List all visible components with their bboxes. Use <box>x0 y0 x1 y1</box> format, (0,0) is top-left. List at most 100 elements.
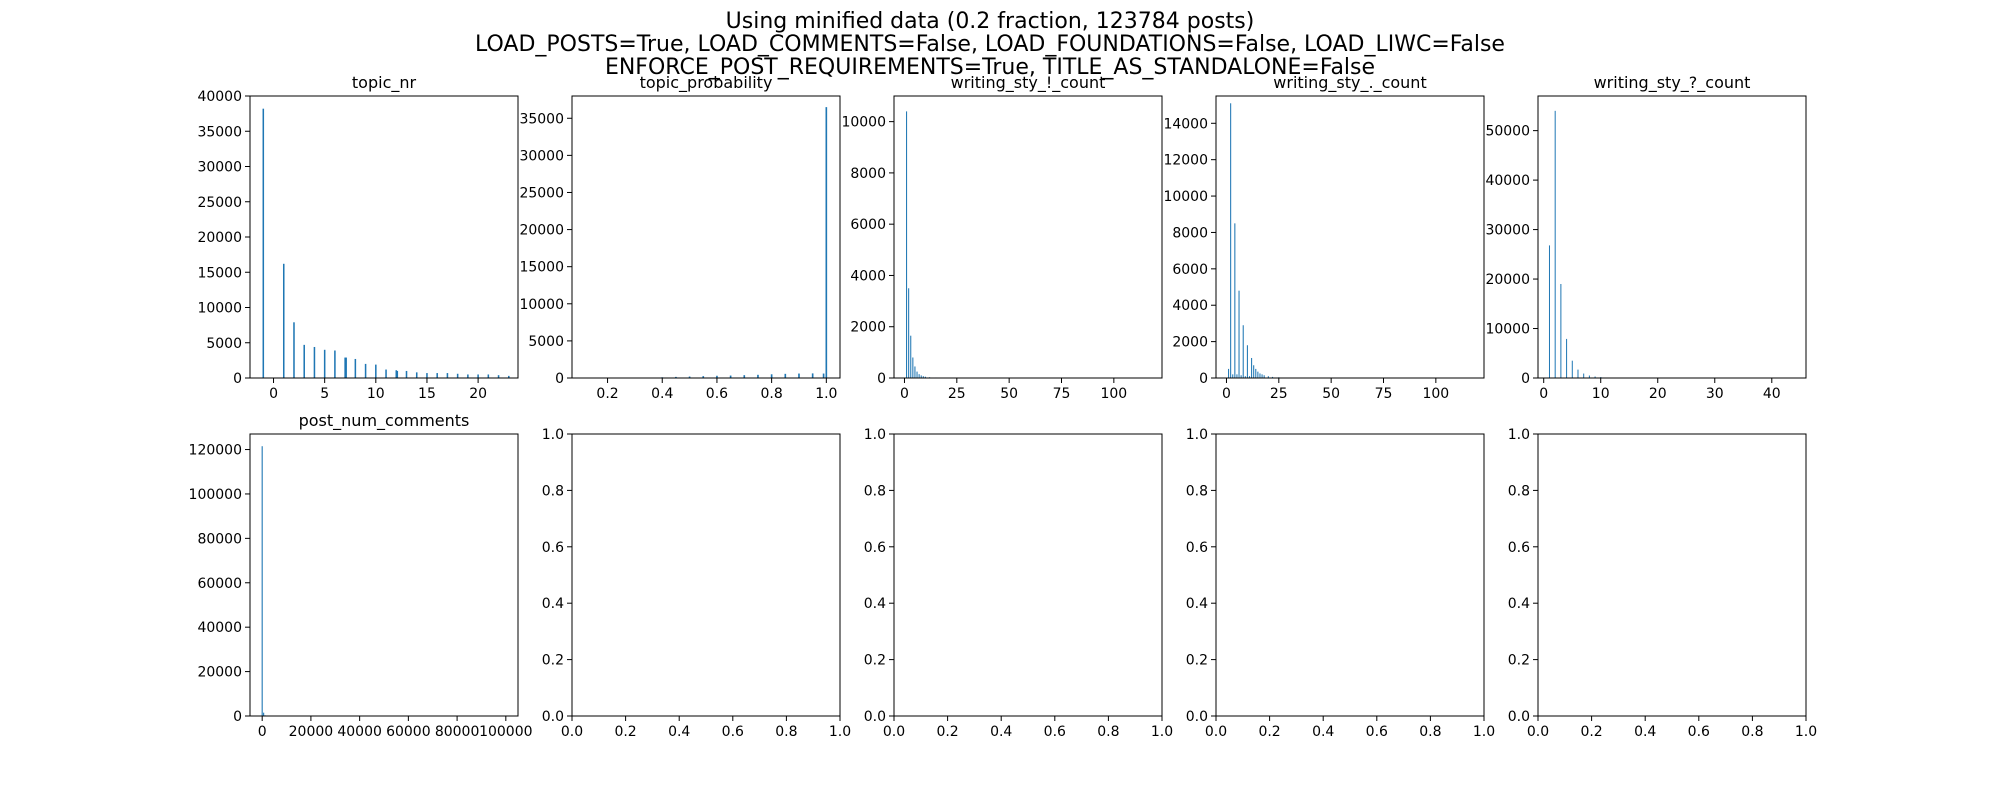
x-tick-label: 0 <box>1539 386 1548 402</box>
y-tick-label: 60000 <box>197 576 242 592</box>
figure-title-line: Using minified data (0.2 fraction, 12378… <box>725 9 1255 34</box>
histogram-bar <box>1594 376 1596 378</box>
histogram-bar <box>1588 375 1590 378</box>
histogram-bar <box>323 349 326 378</box>
histogram-bar <box>1257 371 1259 378</box>
histogram-bar <box>908 288 910 378</box>
y-tick-label: 8000 <box>1172 225 1208 241</box>
histogram-bar <box>1244 376 1246 378</box>
x-tick-label: 0.4 <box>1312 724 1334 740</box>
x-tick-label: 25 <box>948 386 966 402</box>
histogram-bar <box>1263 375 1265 378</box>
x-tick-label: 1.0 <box>815 386 837 402</box>
y-tick-label: 0.0 <box>864 709 886 725</box>
x-tick-label: 0.8 <box>775 724 797 740</box>
histogram-bar <box>920 375 922 378</box>
x-tick-label: 60000 <box>386 724 431 740</box>
histogram-bar <box>313 346 316 378</box>
y-tick-label: 1.0 <box>1186 427 1208 443</box>
y-tick-label: 0.0 <box>1186 709 1208 725</box>
y-tick-label: 14000 <box>1163 116 1208 132</box>
y-tick-label: 0.8 <box>542 483 564 499</box>
y-tick-label: 0 <box>1521 371 1530 387</box>
subplot: 0.2 0.4 0.6 0.8 1.0 0 5000 10000 15000 20000 25000… <box>519 73 841 402</box>
histogram-bar <box>395 370 398 378</box>
y-tick-label: 1.0 <box>542 427 564 443</box>
x-tick-label: 30 <box>1706 386 1724 402</box>
histogram-bar <box>1554 110 1556 378</box>
histogram-bar <box>1583 373 1585 378</box>
x-tick-label: 0.8 <box>1419 724 1441 740</box>
y-tick-label: 0 <box>555 371 564 387</box>
y-tick-label: 4000 <box>1172 298 1208 314</box>
x-tick-label: 20 <box>1649 386 1667 402</box>
histogram-bar <box>344 357 346 378</box>
subplot: 0 10 20 30 40 0 10000 20000 30000 40000 50000 writi… <box>1485 73 1807 402</box>
y-tick-label: 0.6 <box>864 540 886 556</box>
histogram-bar <box>405 370 408 378</box>
y-tick-label: 20000 <box>1485 272 1530 288</box>
subplot: 0.0 0.2 0.4 0.6 0.8 1.0 0.0 0.2 0.4 0.6 0.8 1.0 <box>542 427 851 740</box>
x-tick-label: 0.8 <box>1097 724 1119 740</box>
y-tick-label: 0.2 <box>1186 653 1208 669</box>
x-tick-label: 0.6 <box>1044 724 1066 740</box>
x-tick-label: 20 <box>469 386 487 402</box>
subplot: 0.0 0.2 0.4 0.6 0.8 1.0 0.0 0.2 0.4 0.6 0.8 1.0 <box>1186 427 1495 740</box>
y-tick-label: 40000 <box>1485 173 1530 189</box>
y-tick-label: 8000 <box>850 166 886 182</box>
figure-title-line: LOAD_POSTS=True, LOAD_COMMENTS=False, LO… <box>475 32 1505 57</box>
histogram-bar <box>1238 290 1240 378</box>
figure-title-line: ENFORCE_POST_REQUIREMENTS=True, TITLE_AS… <box>604 55 1376 80</box>
y-tick-label: 0.2 <box>1508 653 1530 669</box>
histogram-bar <box>508 375 510 378</box>
x-tick-label: 0.2 <box>936 724 958 740</box>
x-tick-label: 40 <box>1763 386 1781 402</box>
x-tick-label: 0.2 <box>614 724 636 740</box>
subplot-title: post_num_comments <box>299 411 470 431</box>
x-tick-label: 1.0 <box>1151 724 1173 740</box>
histogram-bar <box>303 344 305 378</box>
histogram-bar <box>1248 376 1251 378</box>
x-tick-label: 50 <box>1322 386 1340 402</box>
y-tick-label: 120000 <box>189 443 242 459</box>
histogram-bar <box>1251 357 1253 378</box>
subplot: 0 25 50 75 100 0 2000 4000 6000 8000 10000 12000 140… <box>1163 73 1485 402</box>
y-tick-label: 20000 <box>197 665 242 681</box>
y-tick-label: 40000 <box>197 620 242 636</box>
histogram-bar <box>1548 245 1550 378</box>
y-tick-label: 30000 <box>519 148 564 164</box>
histogram-bar <box>822 373 825 378</box>
x-tick-label: 75 <box>1053 386 1071 402</box>
y-tick-label: 4000 <box>850 268 886 284</box>
y-tick-label: 35000 <box>197 124 242 140</box>
y-tick-label: 25000 <box>197 195 242 211</box>
histogram-bar <box>688 376 691 378</box>
x-tick-label: 0.8 <box>1741 724 1763 740</box>
subplot: 0.0 0.2 0.4 0.6 0.8 1.0 0.0 0.2 0.4 0.6 0.8 1.0 <box>1508 427 1817 740</box>
y-tick-label: 50000 <box>1485 124 1530 140</box>
histogram-bar <box>261 446 263 716</box>
x-tick-label: 100000 <box>479 724 532 740</box>
y-tick-label: 0 <box>1199 371 1208 387</box>
histogram-bar <box>702 376 705 378</box>
x-tick-label: 10 <box>1592 386 1610 402</box>
axes-frame <box>571 95 841 379</box>
x-tick-label: 0.0 <box>1205 724 1227 740</box>
x-tick-label: 0.2 <box>1580 724 1602 740</box>
histogram-bar <box>487 374 490 378</box>
y-tick-label: 0.8 <box>1508 483 1530 499</box>
histogram-bar <box>1240 375 1242 378</box>
axes-frame <box>571 433 841 717</box>
axes-frame <box>893 433 1163 717</box>
y-tick-label: 0 <box>233 371 242 387</box>
histogram-bar <box>770 374 773 378</box>
histogram-bar <box>906 111 908 378</box>
histogram-bar <box>784 373 787 378</box>
histogram-bar <box>262 108 265 378</box>
y-tick-label: 0.8 <box>864 483 886 499</box>
histogram-bar <box>415 372 418 378</box>
axes-frame <box>249 95 519 379</box>
histogram-bar <box>354 358 357 378</box>
subplot: 0 20000 40000 60000 80000 1000000200004000060… <box>189 411 533 740</box>
histogram-bar <box>916 371 918 378</box>
